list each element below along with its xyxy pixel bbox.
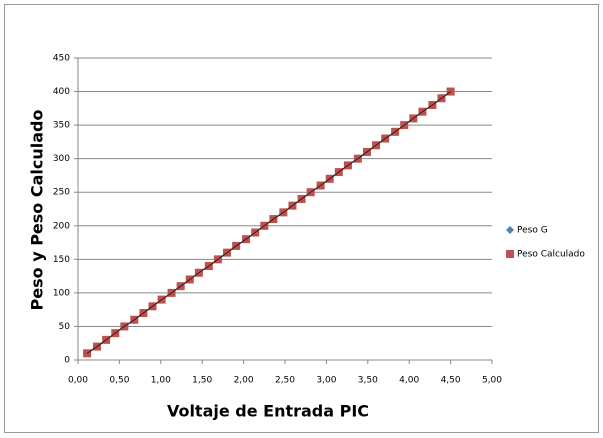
legend-label: Peso G [517, 226, 548, 236]
y-tick-label: 350 [53, 121, 70, 131]
x-axis-title: Voltaje de Entrada PIC [167, 402, 369, 421]
y-tick-label: 50 [59, 322, 71, 332]
x-tick-label: 5,00 [482, 376, 502, 386]
y-tick-label: 200 [53, 221, 70, 231]
x-tick-label: 1,50 [192, 376, 212, 386]
y-tick-label: 450 [53, 54, 70, 64]
y-tick-label: 250 [53, 188, 70, 198]
chart-border [4, 4, 599, 433]
x-tick-label: 0,50 [109, 376, 129, 386]
x-tick-label: 0,00 [68, 376, 88, 386]
y-tick-label: 400 [53, 87, 70, 97]
legend-label: Peso Calculado [517, 250, 585, 260]
x-tick-label: 2,50 [275, 376, 295, 386]
legend-swatch [506, 250, 514, 258]
x-tick-label: 2,00 [234, 376, 254, 386]
x-tick-label: 1,00 [151, 376, 171, 386]
x-tick-label: 3,00 [316, 376, 336, 386]
y-tick-label: 300 [53, 154, 70, 164]
x-tick-label: 4,50 [441, 376, 461, 386]
y-tick-label: 150 [53, 255, 70, 265]
y-axis-title: Peso y Peso Calculado [28, 110, 47, 311]
series-line-overlay [86, 91, 451, 354]
y-tick-label: 100 [53, 288, 70, 298]
y-tick-label: 0 [64, 356, 70, 366]
x-tick-label: 4,00 [399, 376, 419, 386]
legend-swatch [506, 226, 514, 234]
x-tick-label: 3,50 [358, 376, 378, 386]
